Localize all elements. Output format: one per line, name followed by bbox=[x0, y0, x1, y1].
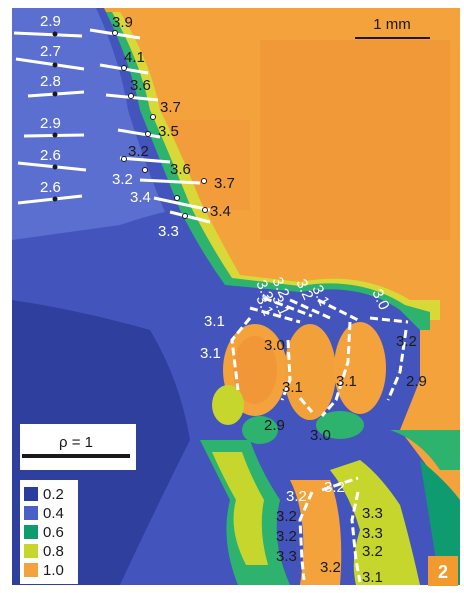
thickness-label: 3.7 bbox=[160, 99, 181, 116]
thickness-label: 3.2 bbox=[324, 479, 345, 496]
thickness-label: 2.6 bbox=[40, 147, 61, 164]
thickness-label: 3.6 bbox=[130, 77, 151, 94]
legend-swatch bbox=[24, 563, 38, 577]
thickness-label: 3.2 bbox=[276, 508, 297, 525]
legend-label: 1.0 bbox=[43, 562, 64, 579]
thickness-label: 3.1 bbox=[336, 373, 357, 390]
thickness-label: 3.7 bbox=[214, 175, 235, 192]
thickness-label: 3.2 bbox=[276, 528, 297, 545]
thickness-label: 2.9 bbox=[406, 373, 427, 390]
thickness-label: 4.1 bbox=[124, 49, 145, 66]
thickness-label: 2.8 bbox=[40, 73, 61, 90]
panel-number: 2 bbox=[438, 562, 448, 582]
thickness-label: 3.2 bbox=[112, 171, 133, 188]
thickness-label: 3.2 bbox=[286, 488, 307, 505]
thickness-label: 3.5 bbox=[158, 123, 179, 140]
upper-left-ticks bbox=[13, 31, 87, 205]
legend-swatch bbox=[24, 525, 38, 539]
thickness-label: 2.9 bbox=[40, 13, 61, 30]
thickness-label: 3.4 bbox=[130, 189, 151, 206]
thickness-label: 3.4 bbox=[210, 203, 231, 220]
thickness-label: 3.0 bbox=[310, 427, 331, 444]
thickness-label: 3.3 bbox=[158, 223, 179, 240]
legend-swatch bbox=[24, 544, 38, 558]
thickness-label: 3.6 bbox=[170, 161, 191, 178]
thickness-label: 2.7 bbox=[40, 43, 61, 60]
thickness-label: 3.2 bbox=[396, 333, 417, 350]
thickness-label: 3.1 bbox=[362, 569, 383, 586]
thickness-label: 2.6 bbox=[40, 179, 61, 196]
rho-label: ρ = 1 bbox=[59, 434, 93, 451]
thickness-label: 3.9 bbox=[112, 14, 133, 31]
scale-bar-label: 1 mm bbox=[373, 16, 411, 33]
panel-number-badge: 2 bbox=[428, 556, 458, 586]
thickness-label: 2.9 bbox=[40, 115, 61, 132]
legend-label: 0.8 bbox=[43, 543, 64, 560]
thickness-label: 3.3 bbox=[362, 505, 383, 522]
thickness-label: 3.1 bbox=[204, 313, 225, 330]
mid-dashed-fibers bbox=[230, 296, 409, 583]
rho-reference-box: ρ = 1 bbox=[20, 424, 136, 470]
scale-bar: 1 mm bbox=[355, 16, 430, 39]
legend-label: 0.6 bbox=[43, 524, 64, 541]
density-color-map bbox=[12, 8, 460, 585]
color-legend: 0.2 0.4 0.6 0.8 1.0 bbox=[20, 480, 78, 584]
thickness-label: 3.1 bbox=[282, 379, 303, 396]
thickness-label: 3.2 bbox=[128, 143, 149, 160]
thickness-label: 3.2 bbox=[320, 559, 341, 576]
legend-label: 0.2 bbox=[43, 486, 64, 503]
thickness-label: 3.3 bbox=[276, 548, 297, 565]
legend-label: 0.4 bbox=[43, 505, 64, 522]
diagonal-ticks bbox=[89, 28, 211, 224]
thickness-label: 3.1 bbox=[200, 345, 221, 362]
thickness-label: 3.0 bbox=[264, 337, 285, 354]
legend-swatch bbox=[24, 487, 38, 501]
thickness-label: 3.3 bbox=[362, 525, 383, 542]
thickness-label: 2.9 bbox=[264, 417, 285, 434]
legend-swatch bbox=[24, 506, 38, 520]
thickness-label: 3.2 bbox=[362, 543, 383, 560]
